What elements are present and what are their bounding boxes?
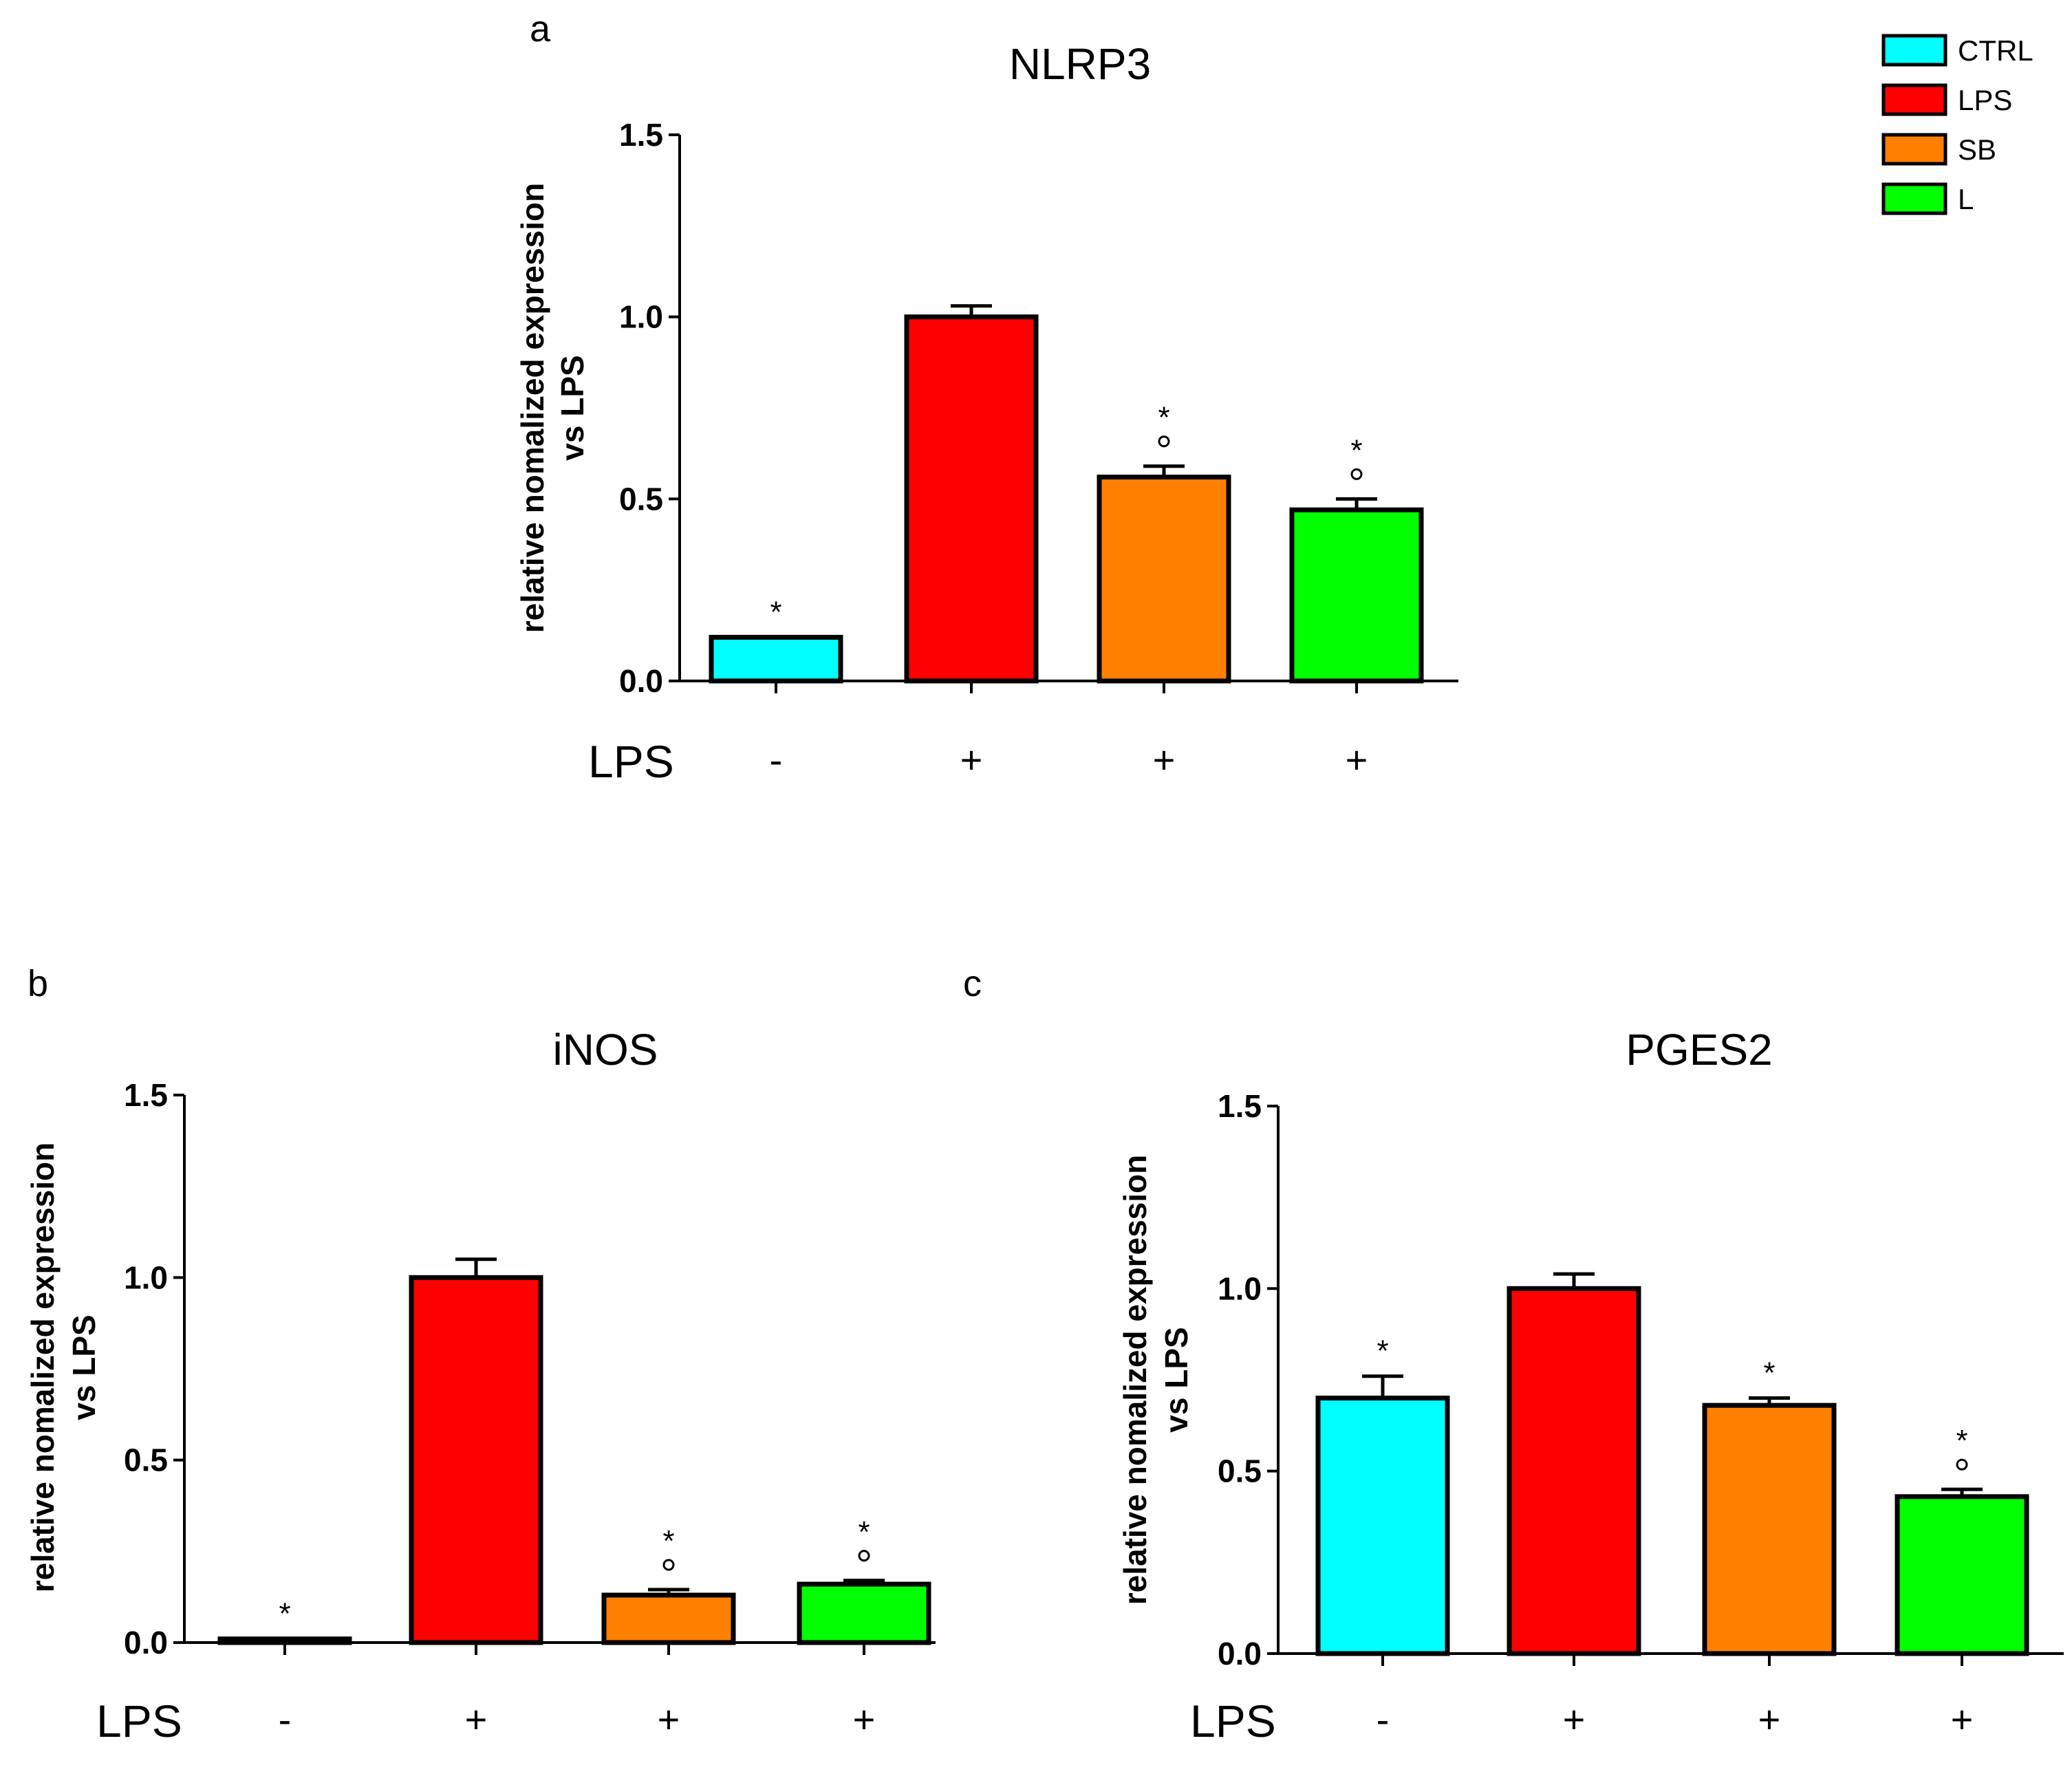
lps-sign-lps: +	[465, 1698, 488, 1741]
y-tick-label: 1.0	[1218, 1270, 1262, 1306]
y-tick-label: 1.5	[1218, 1088, 1262, 1124]
y-axis-label-line-1: relative nomalized expression	[25, 1143, 61, 1593]
bar-ctrl	[217, 1636, 352, 1645]
lps-row-label: LPS	[1190, 1696, 1276, 1746]
y-tick-label: 0.0	[619, 663, 663, 699]
lps-sign-lps: +	[960, 738, 983, 781]
y-axis-label-line-2: vs LPS	[66, 1314, 102, 1420]
lps-sign-l: +	[853, 1698, 876, 1741]
y-tick-label: 1.5	[619, 117, 663, 153]
legend-swatch-l	[1881, 182, 1947, 215]
bar-l	[1289, 507, 1424, 684]
y-axis-label-line-1: relative nomalized expression	[1117, 1155, 1153, 1605]
bar-lps	[409, 1275, 543, 1645]
bar-ctrl	[709, 634, 843, 684]
bar-sb	[1702, 1403, 1837, 1656]
y-tick-label: 0.0	[1218, 1636, 1262, 1671]
y-tick-label: 0.5	[619, 481, 663, 517]
lps-sign-sb: +	[658, 1698, 680, 1741]
legend-swatch-lps	[1881, 83, 1947, 116]
bar-lps	[1507, 1286, 1641, 1656]
panel-letter-b: b	[28, 963, 48, 1004]
significance-circle	[1350, 468, 1363, 480]
lps-sign-l: +	[1951, 1698, 1974, 1741]
bar-sb	[1097, 475, 1231, 684]
significance-asterisk: *	[1158, 401, 1169, 435]
significance-asterisk: *	[279, 1597, 290, 1631]
y-axis-label-line-2: vs LPS	[554, 355, 590, 460]
legend-label-lps: LPS	[1958, 84, 2012, 116]
chart-title: PGES2	[1626, 1025, 1772, 1074]
legend-label-ctrl: CTRL	[1958, 34, 2033, 67]
panel-letter-a: a	[530, 8, 551, 50]
chart-panel-c: c PGES2 relative nomalized expression vs LP…	[963, 963, 2064, 1746]
bar-ctrl	[1315, 1396, 1450, 1656]
bar-l	[797, 1581, 931, 1645]
significance-circle	[662, 1559, 675, 1571]
significance-asterisk: *	[1350, 433, 1362, 467]
y-tick-label: 0.5	[1218, 1453, 1262, 1489]
lps-sign-sb: +	[1153, 738, 1176, 781]
y-tick-label: 0.0	[124, 1625, 168, 1660]
lps-row-label: LPS	[96, 1696, 182, 1746]
y-axis-label-line-1: relative nomalized expression	[515, 183, 550, 634]
y-tick-label: 1.5	[124, 1077, 168, 1113]
significance-asterisk: *	[770, 595, 781, 629]
significance-asterisk: *	[1377, 1334, 1388, 1368]
legend-swatch-ctrl	[1881, 34, 1947, 67]
significance-asterisk: *	[858, 1515, 870, 1549]
legend-swatch-sb	[1881, 133, 1947, 166]
chart-panel-a: a NLRP3 relative nomalized expression vs LP…	[515, 8, 1458, 787]
panel-letter-c: c	[963, 963, 982, 1004]
y-axis-label-line-2: vs LPS	[1158, 1327, 1194, 1432]
lps-sign-lps: +	[1563, 1698, 1586, 1741]
significance-asterisk: *	[1956, 1424, 1967, 1458]
significance-circle	[858, 1550, 870, 1562]
significance-asterisk: *	[662, 1524, 674, 1558]
lps-sign-ctrl: -	[279, 1698, 292, 1741]
chart-title: NLRP3	[1009, 39, 1151, 89]
lps-sign-ctrl: -	[1377, 1698, 1390, 1741]
y-tick-label: 1.0	[124, 1259, 168, 1295]
lps-sign-l: +	[1346, 738, 1368, 781]
legend-label-sb: SB	[1958, 133, 1996, 166]
lps-sign-ctrl: -	[770, 738, 783, 781]
bar-lps	[904, 314, 1039, 684]
y-tick-label: 1.0	[619, 299, 663, 335]
significance-asterisk: *	[1763, 1356, 1775, 1390]
significance-circle	[1956, 1458, 1968, 1471]
significance-circle	[1158, 435, 1170, 448]
lps-sign-sb: +	[1758, 1698, 1781, 1741]
y-tick-label: 0.5	[124, 1442, 168, 1478]
bar-sb	[601, 1592, 736, 1645]
legend-label-l: L	[1958, 183, 1974, 215]
chart-title: iNOS	[553, 1025, 658, 1074]
bar-l	[1895, 1494, 2029, 1656]
lps-row-label: LPS	[588, 736, 674, 787]
chart-panel-b: b iNOS relative nomalized expression vs LPS…	[25, 963, 936, 1746]
legend: CTRL LPS SB L	[1881, 34, 2033, 215]
